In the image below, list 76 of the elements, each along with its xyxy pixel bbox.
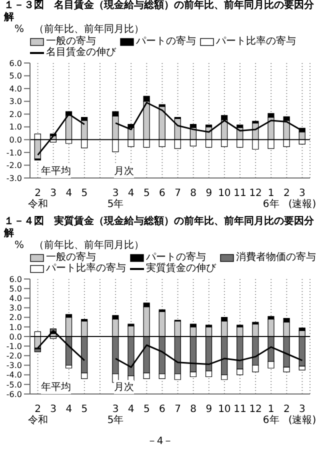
legend-label: 消費者物価の寄与 — [236, 252, 316, 263]
y-tick-label: 4.0 — [9, 84, 22, 94]
y-tick-label: 6.0 — [9, 58, 22, 68]
x-tick-label: 6 — [159, 404, 166, 415]
annotation: 月次 — [114, 380, 134, 394]
annotation: 年平均 — [41, 164, 72, 178]
y-tick-label: 5.0 — [9, 72, 22, 81]
annotation: 年平均 — [41, 380, 72, 394]
x-tick-label: 10 — [218, 188, 231, 199]
x-tick-label: 6 — [159, 188, 166, 199]
y-tick-label: 3.0 — [9, 304, 22, 313]
legend-label: パート比率の寄与 — [216, 36, 296, 47]
x-tick-label: 10 — [218, 404, 231, 415]
x-tick-label: 11 — [234, 404, 246, 415]
y-tick-label: 1.0 — [9, 122, 22, 132]
chart-title: １－４図 実質賃金（現金給与総額）の前年比、前年同月比の要因分解 — [2, 216, 315, 240]
legend-label: 一般の寄与 — [46, 36, 96, 47]
x-tick-label: 2 令和 — [28, 188, 48, 210]
x-tick-label: 8 — [190, 188, 197, 199]
x-tick-label: 5 — [81, 188, 88, 199]
annotation: 月次 — [114, 164, 134, 178]
text: －4－ — [146, 436, 174, 448]
y-tick-label: 6.0 — [9, 274, 22, 284]
x-tick-label: 12 — [249, 188, 262, 199]
x-tick-label: 7 — [174, 404, 181, 415]
x-tick-label: 3 (速報) — [288, 404, 316, 426]
x-tick-label: 4 — [128, 404, 134, 415]
x-tick-label: 8 — [190, 404, 197, 415]
x-tick-label: 3 — [50, 188, 57, 199]
legend-label: 名目賃金の伸び — [46, 47, 116, 58]
x-tick-label: 9 — [206, 404, 212, 415]
y-tick-label: -2.0 — [6, 352, 22, 361]
y-axis-title: % — [13, 24, 24, 36]
x-tick-label: 1 6年 — [262, 404, 280, 426]
x-tick-label: 2 — [283, 188, 290, 199]
chart-subtitle: （前年比、前年同月比） — [34, 240, 144, 252]
y-tick-label: 2.0 — [9, 110, 22, 119]
y-tick-label: -4.0 — [6, 370, 22, 380]
x-tick-label: 3 (速報) — [288, 188, 316, 210]
y-tick-label: -3.0 — [6, 361, 22, 370]
x-tick-label: 7 — [174, 188, 181, 199]
chart-subtitle: （前年比、前年同月比） — [34, 24, 144, 36]
x-tick-label: 2 — [283, 404, 290, 415]
y-tick-label: 2.0 — [9, 313, 22, 322]
x-tick-label: 3 — [50, 404, 57, 415]
legend-label: パート比率の寄与 — [46, 263, 126, 274]
y-axis-title: % — [13, 240, 24, 252]
x-tick-label: 4 — [66, 188, 72, 199]
legend-label: 実質賃金の伸び — [146, 263, 216, 274]
x-tick-label: 5 — [81, 404, 88, 415]
x-tick-label: 3 5年 — [107, 188, 124, 210]
y-tick-label: -6.0 — [6, 390, 22, 399]
y-tick-label: 0.0 — [9, 136, 22, 145]
y-tick-label: -1.0 — [6, 342, 22, 351]
legend-label: パートの寄与 — [136, 36, 196, 47]
legend-label: 一般の寄与 — [46, 252, 96, 263]
y-tick-label: 3.0 — [9, 97, 22, 106]
x-tick-label: 5 — [143, 404, 150, 415]
y-tick-label: 4.0 — [9, 294, 22, 304]
x-tick-label: 2 令和 — [28, 404, 48, 426]
y-tick-label: 1.0 — [9, 322, 22, 332]
x-tick-label: 3 5年 — [107, 404, 124, 426]
y-tick-label: -2.0 — [6, 161, 22, 170]
x-tick-label: 5 — [143, 188, 150, 199]
y-tick-label: -3.0 — [6, 174, 22, 183]
x-tick-label: 4 — [66, 404, 72, 415]
y-tick-label: -1.0 — [6, 148, 22, 158]
x-tick-label: 12 — [249, 404, 262, 415]
x-tick-label: 11 — [234, 188, 246, 199]
x-tick-label: 4 — [128, 188, 134, 199]
y-tick-label: 0.0 — [9, 332, 22, 342]
legend-label: パートの寄与 — [146, 252, 206, 263]
x-tick-label: 9 — [206, 188, 212, 199]
y-tick-label: -5.0 — [6, 380, 22, 390]
y-tick-label: 5.0 — [9, 284, 22, 294]
x-tick-label: 1 6年 — [262, 188, 280, 210]
